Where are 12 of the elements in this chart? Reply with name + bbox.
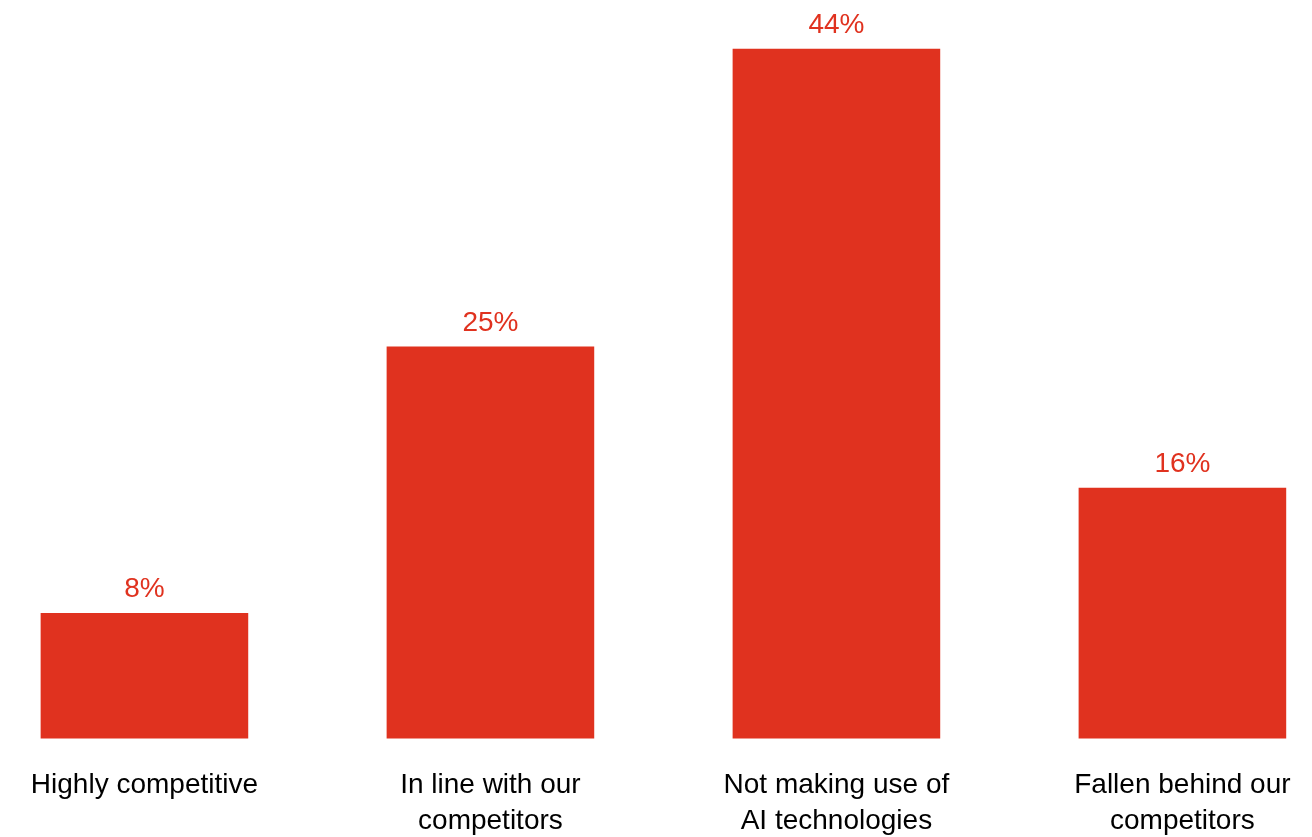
- data-label: 44%: [808, 8, 865, 40]
- bar: [386, 346, 595, 739]
- x-tick-label: Highly competitive: [30, 768, 259, 800]
- data-label: 25%: [462, 305, 519, 337]
- x-tick-label: In line with our competitors: [400, 768, 581, 835]
- data-label: 8%: [124, 572, 165, 604]
- bar: [732, 48, 941, 739]
- data-label: 16%: [1154, 447, 1211, 479]
- x-tick-label: Not making use of AI technologies: [723, 768, 950, 835]
- bar: [1078, 487, 1287, 739]
- bar: [40, 613, 249, 739]
- x-tick-label: Fallen behind our competitors: [1074, 768, 1291, 835]
